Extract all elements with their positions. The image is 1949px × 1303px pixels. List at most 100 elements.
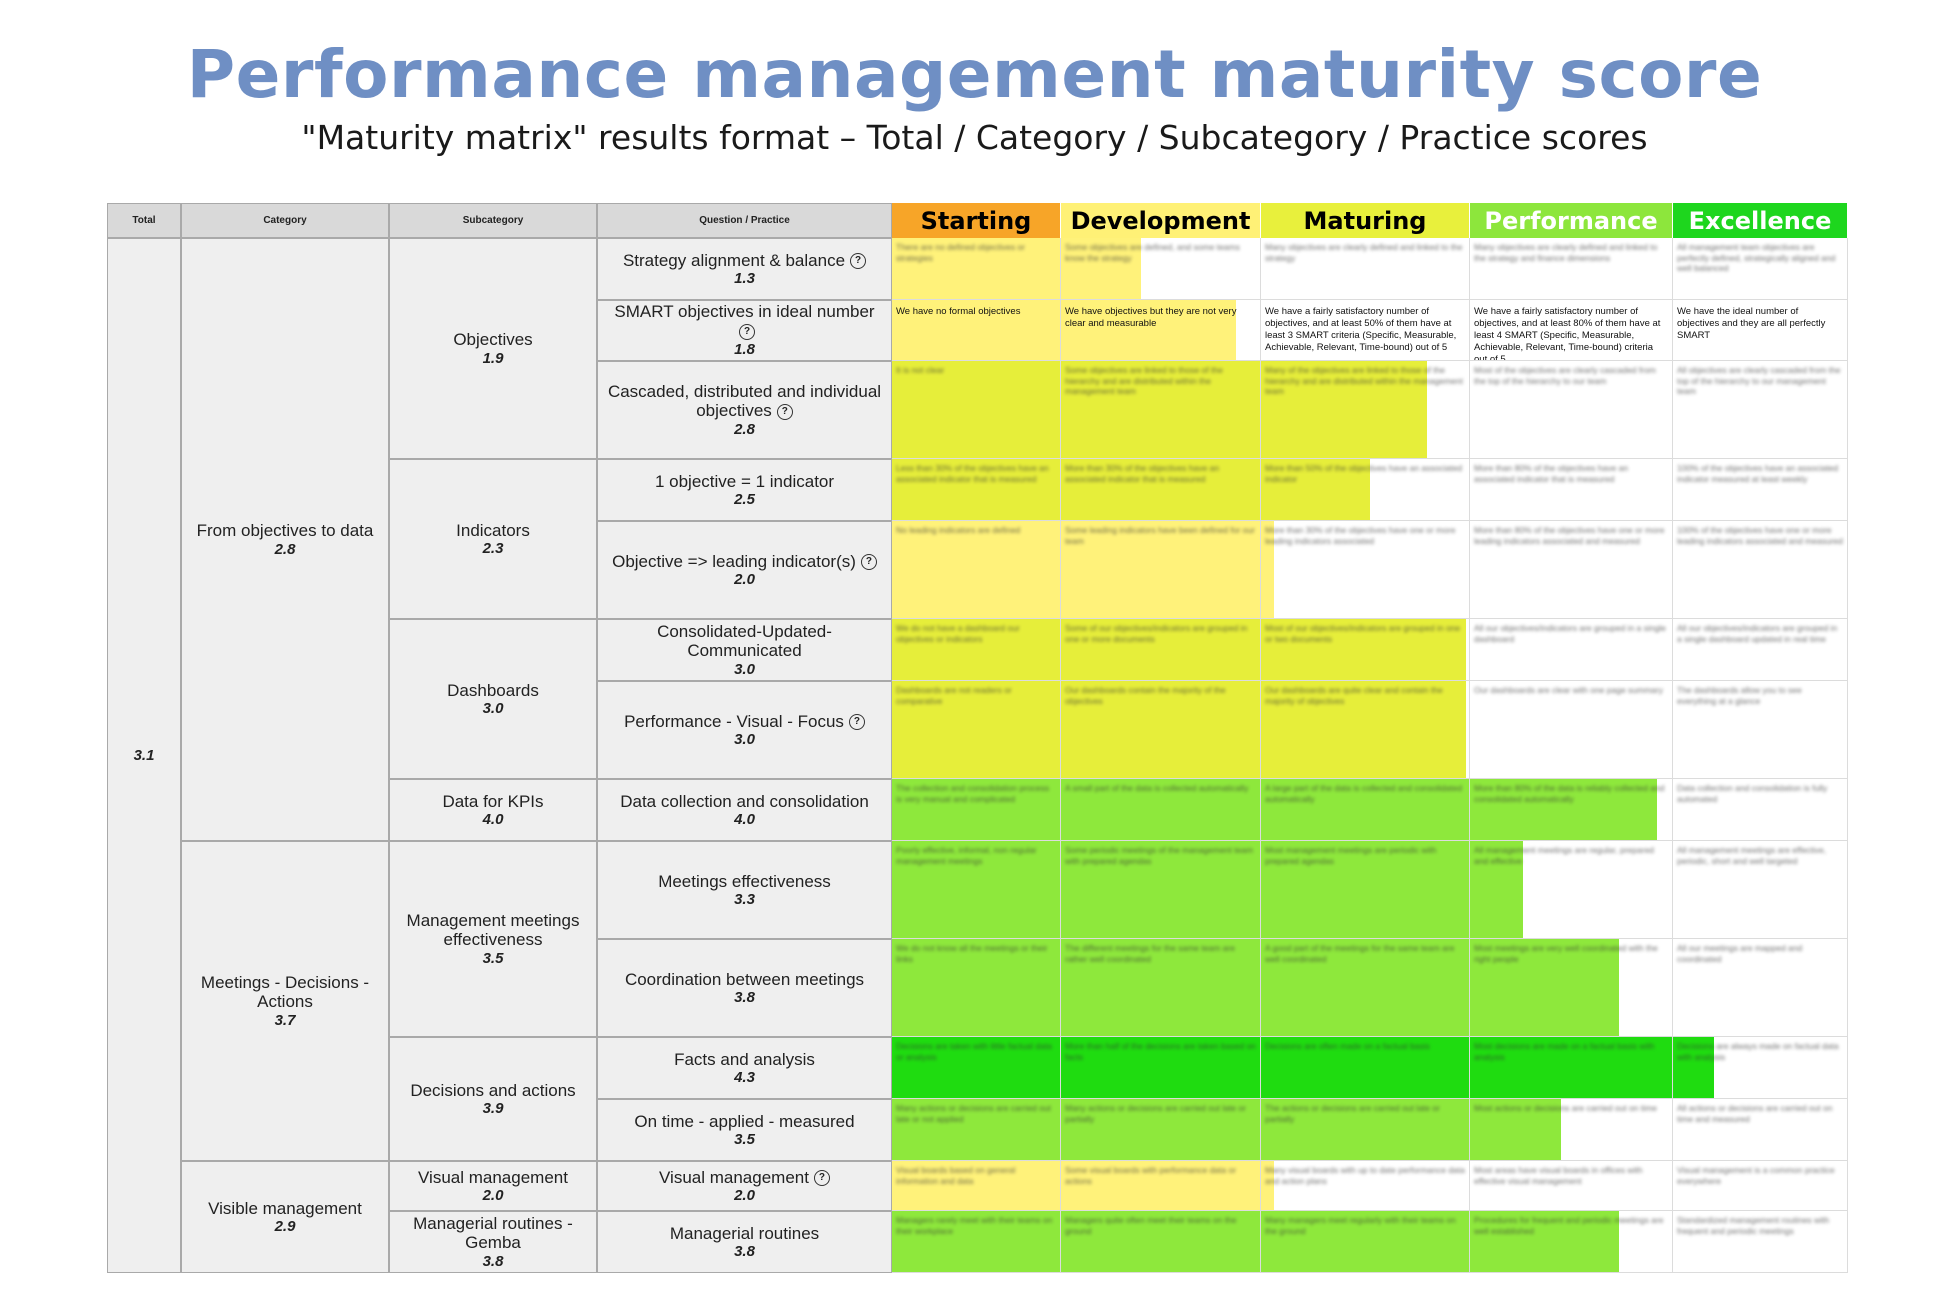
maturity-description: All management meetings are effective, p… (1673, 841, 1848, 939)
practice-label: Cascaded, distributed and individual obj… (607, 381, 882, 421)
maturity-row (892, 779, 1848, 841)
maturity-row (892, 939, 1848, 1037)
practice-line: Visual management? (659, 1168, 830, 1188)
maturity-description-text: Some visual boards with performance data… (1065, 1165, 1237, 1186)
maturity-description-text: It is not clear (896, 365, 945, 375)
maturity-description: Poorly effective, informal, non regular … (892, 841, 1061, 939)
maturity-description-text: A small part of the data is collected au… (1065, 783, 1249, 793)
practice-cell: Consolidated-Updated-Communicated 3.0 (597, 619, 892, 681)
practice-cell: Visual management? 2.0 (597, 1161, 892, 1211)
maturity-description-text: More than half of the decisions are take… (1065, 1041, 1256, 1062)
practice-line: Performance - Visual - Focus? (624, 712, 865, 732)
maturity-description-text: Managers rarely meet with their teams on… (896, 1215, 1053, 1236)
maturity-description-text: The dashboards allow you to see everythi… (1677, 685, 1802, 706)
subcategory-cell: Management meetings effectiveness 3.5 (389, 841, 597, 1037)
maturity-row (892, 619, 1848, 681)
level-header-starting: Starting (892, 203, 1061, 238)
maturity-description-text: Most management meetings are periodic wi… (1265, 845, 1437, 866)
subcategory-cell-label: Management meetings effectiveness (406, 910, 580, 950)
practice-line: Facts and analysis (674, 1050, 815, 1070)
maturity-description-text: The actions or decisions are carried out… (1265, 1103, 1440, 1124)
subcategory-cell-score: 3.0 (482, 700, 504, 718)
maturity-description-text: Some periodic meetings of the management… (1065, 845, 1254, 866)
maturity-description: We have a fairly satisfactory number of … (1261, 300, 1470, 361)
maturity-description-text: All our objectives/indicators are groupe… (1677, 623, 1838, 644)
maturity-fill (892, 238, 1141, 300)
maturity-description: A good part of the meetings for the same… (1261, 939, 1470, 1037)
maturity-description-text: Most areas have visual boards in offices… (1474, 1165, 1643, 1186)
maturity-description-text: We have a fairly satisfactory number of … (1265, 306, 1457, 353)
maturity-row (892, 361, 1848, 459)
practice-label: Meetings effectiveness (658, 871, 831, 891)
maturity-row (892, 1037, 1848, 1099)
maturity-description-text: There are no defined objectives or strat… (896, 242, 1025, 263)
maturity-row (892, 841, 1848, 939)
maturity-description: All our meetings are mapped and coordina… (1673, 939, 1848, 1037)
practice-cell: Coordination between meetings 3.8 (597, 939, 892, 1037)
practice-score: 3.8 (734, 1243, 755, 1261)
help-icon: ? (860, 554, 877, 571)
maturity-description: Most management meetings are periodic wi… (1261, 841, 1470, 939)
maturity-description: Procedures for frequent and periodic mee… (1470, 1211, 1673, 1273)
category-cell-label: Meetings - Decisions - Actions (200, 972, 370, 1012)
maturity-description-text: More than 80% of the data is reliably co… (1474, 783, 1665, 804)
maturity-description-text: All management meetings are regular, pre… (1474, 845, 1655, 866)
maturity-description: All objectives are clearly cascaded from… (1673, 361, 1848, 459)
maturity-description-text: Poorly effective, informal, non regular … (896, 845, 1037, 866)
practice-label: Objective => leading indicator(s) (612, 551, 856, 571)
maturity-description-text: Less than 30% of the objectives have an … (896, 463, 1049, 484)
maturity-description: All our objectives/indicators are groupe… (1470, 619, 1673, 681)
practice-score: 4.3 (734, 1069, 755, 1087)
maturity-description-text: Some objectives are linked to those of t… (1065, 365, 1223, 397)
maturity-description-text: All actions or decisions are carried out… (1677, 1103, 1833, 1124)
maturity-description: More than 50% of the objectives have an … (1261, 459, 1470, 521)
maturity-description-text: All our meetings are mapped and coordina… (1677, 943, 1803, 964)
maturity-description: We do not know all the meetings or their… (892, 939, 1061, 1037)
maturity-description: More than 80% of the objectives have an … (1470, 459, 1673, 521)
maturity-description-text: Most decisions are made on a factual bas… (1474, 1041, 1655, 1062)
maturity-fill (892, 521, 1275, 619)
practice-score: 3.0 (734, 660, 755, 678)
maturity-description-text: Standardized management routines with fr… (1677, 1215, 1830, 1236)
practice-cell: Meetings effectiveness 3.3 (597, 841, 892, 939)
maturity-description: Some leading indicators have been define… (1061, 521, 1261, 619)
maturity-row (892, 238, 1848, 300)
maturity-description: All management meetings are regular, pre… (1470, 841, 1673, 939)
subcategory-cell-score: 3.8 (482, 1252, 504, 1270)
maturity-matrix: Total Category Subcategory Question / Pr… (107, 203, 1848, 1273)
level-header-development: Development (1061, 203, 1261, 238)
practice-line: Strategy alignment & balance? (622, 250, 867, 271)
maturity-description: Many of the objectives are linked to tho… (1261, 361, 1470, 459)
maturity-description: We do not have a dashboard our objective… (892, 619, 1061, 681)
maturity-description: More than half of the decisions are take… (1061, 1037, 1261, 1099)
practice-line: Data collection and consolidation (620, 792, 869, 812)
practice-label: Performance - Visual - Focus (624, 711, 844, 731)
subcategory-cell: Dashboards 3.0 (389, 619, 597, 779)
practice-label: Strategy alignment & balance (622, 250, 846, 270)
maturity-description-text: Our dashboards are quite clear and conta… (1265, 685, 1443, 706)
subcategory-cell-score: 2.3 (482, 540, 504, 558)
subcategory-cell: Indicators 2.3 (389, 459, 597, 619)
maturity-description: 100% of the objectives have an associate… (1673, 459, 1848, 521)
maturity-row (892, 1211, 1848, 1273)
category-cell: Meetings - Decisions - Actions 3.7 (181, 841, 389, 1161)
maturity-description-text: Many managers meet regularly with their … (1265, 1215, 1456, 1236)
maturity-description: More than 80% of the data is reliably co… (1470, 779, 1673, 841)
maturity-description-text: Some of our objectives/indicators are gr… (1065, 623, 1248, 644)
maturity-description-text: Some leading indicators have been define… (1065, 525, 1255, 546)
practice-score: 1.8 (734, 341, 755, 359)
maturity-description-text: All objectives are clearly cascaded from… (1677, 365, 1841, 397)
maturity-description: Many managers meet regularly with their … (1261, 1211, 1470, 1273)
header-practice: Question / Practice (597, 203, 892, 238)
practice-line: Coordination between meetings (625, 970, 864, 990)
maturity-description: Most meetings are very well coordinated … (1470, 939, 1673, 1037)
maturity-description: Managers quite often meet their teams on… (1061, 1211, 1261, 1273)
maturity-fill (892, 779, 1657, 841)
subcategory-cell-score: 3.9 (482, 1100, 504, 1118)
help-icon: ? (813, 1170, 830, 1187)
practice-line: On time - applied - measured (634, 1112, 854, 1132)
maturity-description: Our dashboards are clear with one page s… (1470, 681, 1673, 779)
maturity-description-text: Many actions or decisions are carried ou… (896, 1103, 1051, 1124)
maturity-description-text: We have the ideal number of objectives a… (1677, 306, 1826, 341)
maturity-description: Many actions or decisions are carried ou… (1061, 1099, 1261, 1161)
